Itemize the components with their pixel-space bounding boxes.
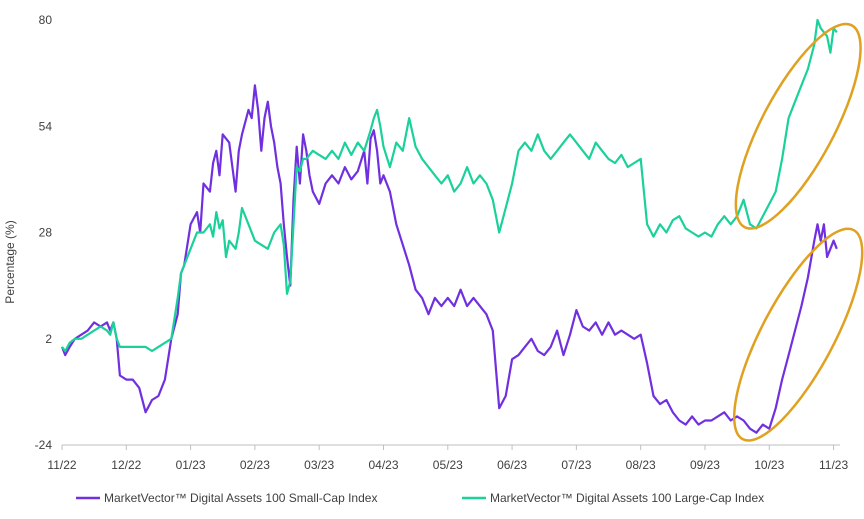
series-layer [60, 18, 838, 434]
legend-label-1: MarketVector™ Digital Assets 100 Large-C… [490, 491, 764, 505]
x-tick-label-0: 11/22 [47, 458, 76, 472]
y-tick-label-0: -24 [35, 438, 53, 452]
y-tick-label-3: 54 [39, 119, 53, 133]
legend-label-0: MarketVector™ Digital Assets 100 Small-C… [104, 491, 377, 505]
series-line-1 [61, 18, 838, 353]
x-tick-label-6: 05/23 [433, 458, 463, 472]
x-tick-label-2: 01/23 [176, 458, 206, 472]
y-axis-label: Percentage (%) [3, 220, 17, 303]
highlight-ellipse-1 [732, 227, 864, 442]
y-tick-label-4: 80 [39, 13, 53, 27]
x-tick-label-9: 08/23 [626, 458, 656, 472]
x-tick-label-10: 09/23 [690, 458, 720, 472]
y-tick-label-2: 28 [39, 226, 53, 240]
x-tick-label-3: 02/23 [240, 458, 270, 472]
legend: MarketVector™ Digital Assets 100 Small-C… [76, 491, 764, 505]
x-tick-label-7: 06/23 [497, 458, 527, 472]
x-tick-label-5: 04/23 [368, 458, 398, 472]
x-axis-ticks: 11/22 12/22 01/23 02/23 03/23 04/23 05/23 06/23… [47, 445, 848, 472]
x-tick-label-12: 11/23 [819, 458, 848, 472]
x-tick-label-4: 03/23 [304, 458, 334, 472]
x-tick-label-1: 12/22 [111, 458, 141, 472]
annotation-layer [732, 22, 864, 442]
x-tick-label-8: 07/23 [561, 458, 591, 472]
series-line-0 [60, 84, 838, 434]
x-tick-label-11: 10/23 [754, 458, 784, 472]
y-tick-label-1: 2 [45, 332, 52, 346]
highlight-ellipse-0 [734, 22, 862, 230]
y-axis-ticks: -24 2 28 54 80 [35, 13, 53, 452]
